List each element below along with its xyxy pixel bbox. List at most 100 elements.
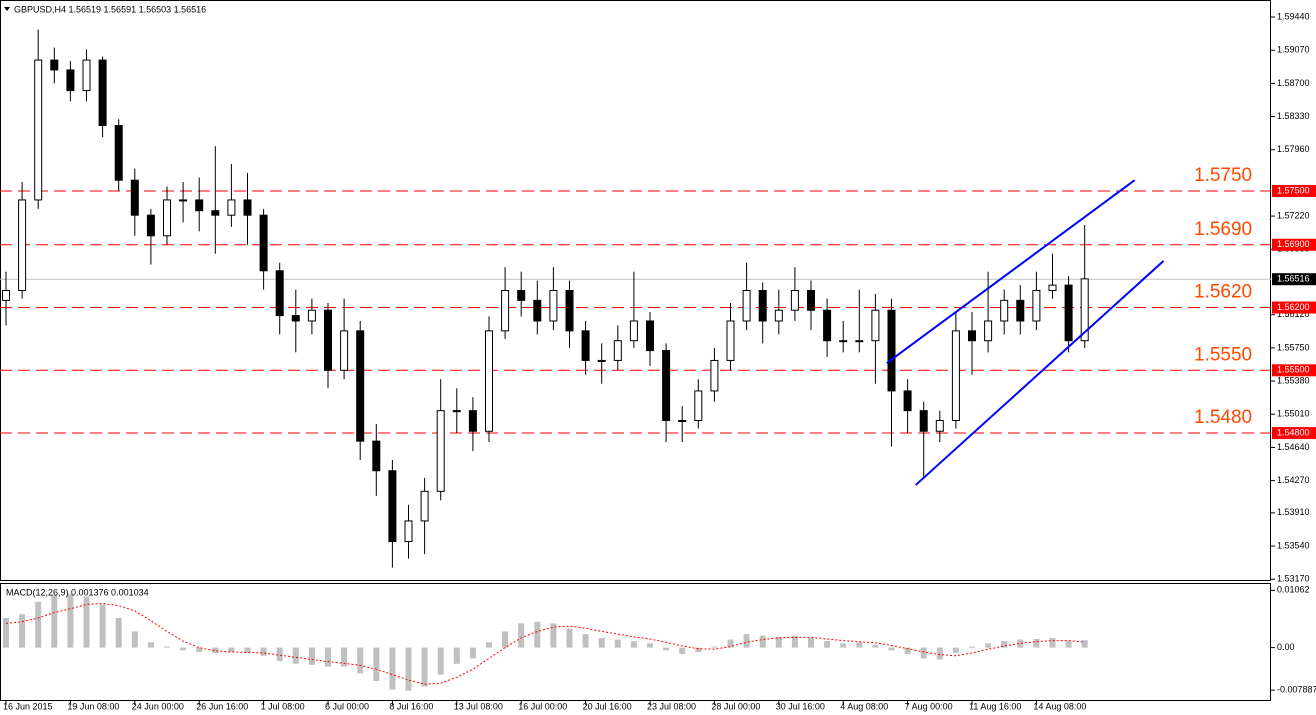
candle-body (646, 320, 654, 352)
macd-bar (3, 617, 9, 648)
candle-body (581, 330, 590, 361)
candle-body (2, 290, 10, 301)
macd-bar (969, 646, 975, 648)
x-tick-label: 13 Jul 08:00 (454, 701, 503, 711)
candle-body (307, 309, 316, 322)
candle-body (259, 214, 268, 272)
candle-body (324, 309, 332, 371)
level-axis-box (1272, 238, 1316, 251)
candle-body (468, 410, 477, 432)
macd-bar (292, 647, 299, 664)
candle-body (291, 315, 300, 322)
macd-bar (727, 639, 734, 648)
macd-bar (1001, 641, 1008, 648)
macd-bar (341, 647, 348, 667)
macd-bar (35, 601, 42, 648)
y-tick-label: 1.59440 (1277, 11, 1310, 21)
candle-body (597, 359, 606, 362)
macd-bar (405, 647, 412, 691)
level-axis-box (1272, 427, 1316, 440)
x-tick-label: 23 Jul 08:00 (647, 701, 696, 711)
candle-body (1048, 284, 1057, 291)
macd-bar (115, 617, 122, 648)
current-price-label: 1.56516 (1277, 274, 1310, 284)
y-tick-label: 1.55380 (1277, 375, 1310, 385)
macd-bar (389, 647, 396, 690)
macd-bar (1081, 640, 1088, 648)
macd-title: MACD(12,26,9) 0.001376 0.001034 (6, 587, 149, 597)
macd-bar (534, 621, 541, 648)
candle-body (871, 309, 880, 342)
level-axis-label: 1.56200 (1277, 302, 1310, 312)
macd-bar (486, 642, 492, 648)
macd-bar (260, 647, 267, 656)
y-tick-label: 1.57960 (1277, 144, 1310, 154)
candle-body (919, 410, 928, 432)
candle-body (163, 199, 171, 237)
level-axis-label: 1.54800 (1277, 427, 1310, 437)
x-tick-label: 11 Aug 16:00 (969, 701, 1021, 711)
x-tick-label: 8 Jul 16:00 (389, 701, 433, 711)
macd-bar (904, 647, 911, 655)
candle-body (66, 69, 75, 92)
x-tick-label: 14 Aug 08:00 (1033, 701, 1086, 711)
candle-body (533, 299, 542, 322)
macd-bar (791, 635, 798, 648)
candle-body (98, 59, 107, 127)
macd-bar (453, 647, 460, 664)
candle-body (227, 199, 236, 216)
y-tick-label: 1.53910 (1277, 507, 1310, 517)
macd-bar (808, 637, 814, 648)
macd-bar (1065, 641, 1072, 648)
y-tick-label: 1.58700 (1277, 78, 1310, 88)
y-tick-label: 1.54270 (1277, 475, 1310, 485)
candle-body (404, 520, 413, 543)
candle-body (356, 330, 365, 442)
macd-bar (824, 641, 831, 648)
candle-body (935, 420, 944, 432)
x-tick-label: 16 Jul 00:00 (518, 701, 567, 711)
y-tick-label: 1.53540 (1277, 540, 1310, 550)
level-axis-label: 1.55500 (1277, 365, 1310, 375)
x-tick-label: 20 Jul 16:00 (583, 701, 632, 711)
candle-body (195, 199, 204, 212)
macd-bar (985, 643, 992, 648)
menu-triangle[interactable] (4, 7, 10, 11)
candle-body (420, 490, 429, 522)
macd-bar (952, 647, 959, 654)
candle-body (34, 59, 43, 201)
macd-bar (566, 628, 573, 648)
macd-bar (759, 635, 766, 648)
candle-body (114, 125, 123, 181)
macd-bar (582, 634, 589, 648)
macd-bar (437, 647, 444, 675)
y-tick-label: 1.59070 (1277, 45, 1310, 55)
x-tick-label: 26 Jun 16:00 (196, 701, 248, 711)
x-tick-label: 1 Jul 08:00 (261, 701, 305, 711)
candle-body (1000, 299, 1009, 322)
candle-body (340, 330, 349, 371)
macd-bar (357, 647, 364, 674)
y-tick-label: -0.007887 (1277, 685, 1316, 695)
macd-frame (0, 583, 1271, 701)
macd-bar (920, 647, 927, 659)
macd-bar (598, 637, 605, 648)
macd-bar (325, 647, 331, 667)
y-tick-label: 1.54640 (1277, 442, 1310, 452)
candle-body (710, 359, 719, 392)
y-tick-label: 0.00 (1277, 642, 1295, 652)
candle-body (1032, 290, 1041, 322)
candle-body (485, 330, 493, 432)
macd-bar (147, 642, 154, 648)
candle-body (807, 290, 815, 311)
main-frame (0, 0, 1271, 581)
candle-body (549, 290, 558, 322)
macd-bar (83, 596, 90, 648)
candle-body (887, 309, 896, 392)
macd-bar (647, 643, 653, 648)
trendline (914, 260, 1165, 486)
x-tick-label: 30 Jul 16:00 (776, 701, 825, 711)
candle-body (388, 470, 397, 543)
candle-body (565, 290, 574, 332)
